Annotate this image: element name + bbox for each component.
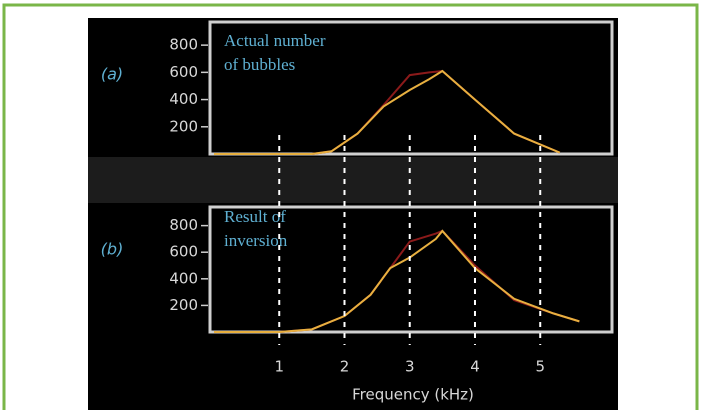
y-tick-label: 600: [169, 63, 198, 81]
x-tick-label: 1: [274, 358, 284, 376]
x-tick-label: 3: [405, 358, 415, 376]
x-axis-label: Frequency (kHz): [352, 386, 474, 404]
y-tick-label: 600: [169, 243, 198, 261]
y-tick-label: 800: [169, 216, 198, 234]
data-line: [214, 69, 561, 155]
x-tick-label: 2: [340, 358, 350, 376]
separator: [88, 157, 618, 203]
annotation: Result of: [224, 207, 286, 226]
y-tick-label: 400: [169, 90, 198, 108]
plot-box: [208, 205, 614, 334]
y-tick-label: 200: [169, 296, 198, 314]
panel-label: (b): [101, 240, 124, 259]
panel-label: (a): [101, 65, 123, 84]
x-tick-label: 5: [535, 358, 545, 376]
annotation: of bubbles: [224, 55, 295, 74]
image-background: [88, 18, 618, 410]
y-tick-label: 800: [169, 36, 198, 54]
frame: [2, 3, 699, 410]
annotation: inversion: [224, 231, 288, 250]
plot-box: [208, 20, 614, 156]
annotation: Actual number: [224, 31, 326, 50]
y-tick-label: 200: [169, 117, 198, 135]
x-tick-label: 4: [470, 358, 480, 376]
y-tick-label: 400: [169, 269, 198, 287]
